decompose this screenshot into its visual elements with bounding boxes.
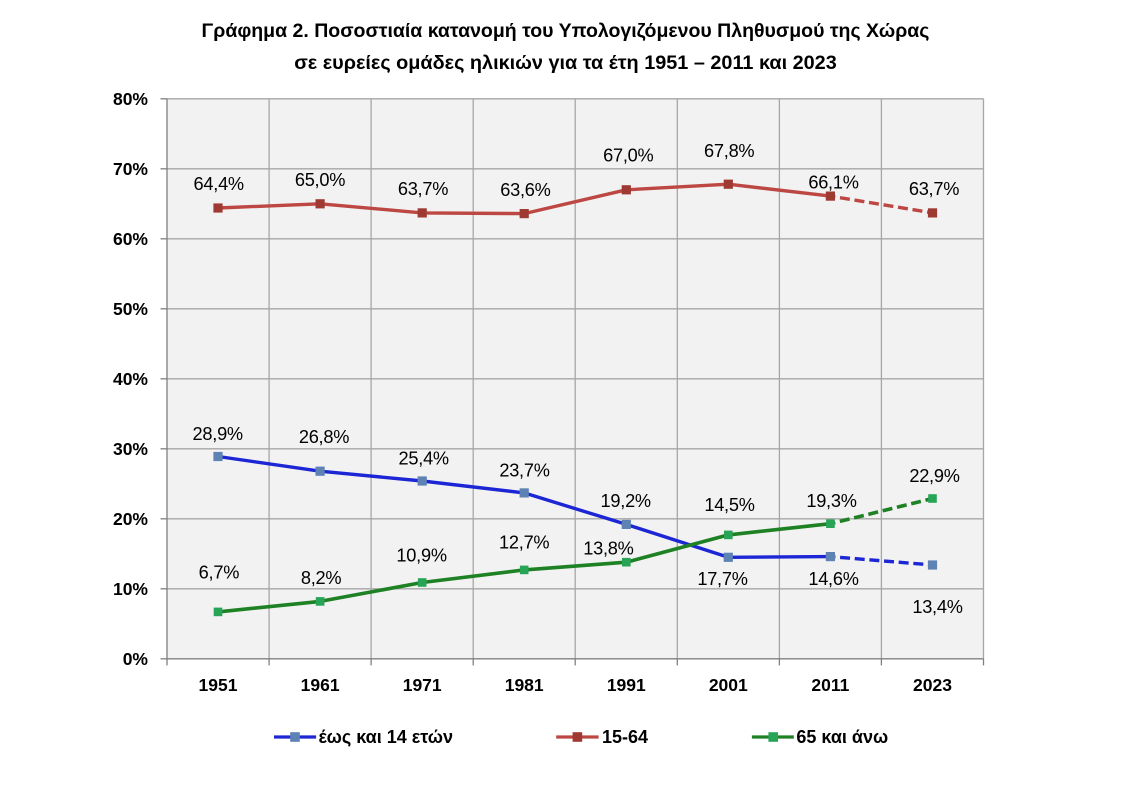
- svg-text:28,9%: 28,9%: [193, 424, 243, 444]
- svg-text:12,7%: 12,7%: [499, 533, 549, 553]
- svg-text:30%: 30%: [113, 439, 148, 459]
- svg-text:2023: 2023: [913, 675, 952, 695]
- svg-text:66,1%: 66,1%: [808, 173, 858, 193]
- svg-text:25,4%: 25,4%: [399, 448, 449, 468]
- svg-text:2001: 2001: [709, 675, 748, 695]
- svg-text:8,2%: 8,2%: [301, 568, 342, 588]
- svg-text:17,7%: 17,7%: [697, 569, 747, 589]
- svg-text:1951: 1951: [199, 675, 238, 695]
- svg-text:63,7%: 63,7%: [398, 179, 448, 199]
- svg-text:26,8%: 26,8%: [299, 427, 349, 447]
- svg-text:σε ευρείες ομάδες ηλικιών για: σε ευρείες ομάδες ηλικιών για τα έτη 195…: [294, 52, 837, 74]
- svg-text:10%: 10%: [113, 579, 148, 599]
- svg-text:63,6%: 63,6%: [500, 180, 550, 200]
- svg-text:2011: 2011: [811, 675, 849, 695]
- svg-text:19,2%: 19,2%: [601, 491, 651, 511]
- svg-text:20%: 20%: [113, 509, 148, 529]
- svg-text:19,3%: 19,3%: [806, 491, 856, 511]
- svg-text:Γράφημα 2. Ποσοστιαία κατανομή: Γράφημα 2. Ποσοστιαία κατανομή του Υπολο…: [202, 20, 930, 42]
- svg-text:40%: 40%: [113, 369, 148, 389]
- svg-text:0%: 0%: [123, 649, 149, 669]
- svg-text:6,7%: 6,7%: [199, 562, 240, 582]
- svg-text:15-64: 15-64: [602, 727, 648, 747]
- svg-text:64,4%: 64,4%: [194, 174, 244, 194]
- svg-text:1961: 1961: [301, 675, 340, 695]
- svg-text:1971: 1971: [403, 675, 442, 695]
- svg-text:80%: 80%: [113, 89, 148, 109]
- svg-text:22,9%: 22,9%: [909, 466, 959, 486]
- svg-text:67,0%: 67,0%: [603, 146, 653, 166]
- svg-text:10,9%: 10,9%: [396, 546, 446, 566]
- svg-text:14,5%: 14,5%: [704, 495, 754, 515]
- svg-text:23,7%: 23,7%: [499, 461, 549, 481]
- svg-text:60%: 60%: [113, 229, 148, 249]
- svg-text:13,4%: 13,4%: [912, 597, 962, 617]
- svg-text:13,8%: 13,8%: [583, 538, 633, 558]
- svg-text:50%: 50%: [113, 299, 148, 319]
- svg-text:έως και 14 ετών: έως και 14 ετών: [319, 727, 454, 747]
- svg-text:70%: 70%: [113, 159, 148, 179]
- svg-text:63,7%: 63,7%: [909, 179, 959, 199]
- svg-text:1981: 1981: [505, 675, 544, 695]
- svg-text:1991: 1991: [607, 675, 646, 695]
- svg-text:67,8%: 67,8%: [704, 141, 754, 161]
- svg-text:65,0%: 65,0%: [295, 170, 345, 190]
- svg-text:65 και άνω: 65 και άνω: [796, 727, 888, 747]
- svg-text:14,6%: 14,6%: [808, 569, 858, 589]
